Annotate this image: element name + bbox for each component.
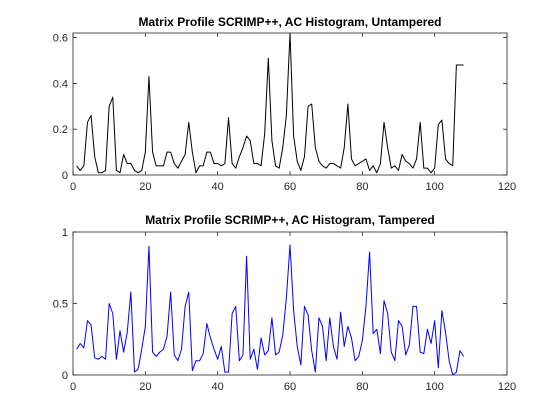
- y-tick-label: 0.6: [53, 33, 68, 45]
- tick-label-layer: 0 20 40 60 80 100 120 0 0.5 1: [53, 227, 516, 393]
- y-tick-label: 0.2: [53, 124, 68, 136]
- plot-area-frame: [72, 32, 508, 176]
- y-tick-label: 1: [62, 227, 68, 239]
- x-tick-label: 40: [212, 381, 224, 393]
- plot-area-frame: [72, 231, 508, 376]
- x-tick-label: 80: [356, 381, 368, 393]
- series-layer: [76, 32, 464, 174]
- x-tick-label: 40: [212, 181, 224, 193]
- y-tick-label: 0: [62, 370, 68, 382]
- y-tick-label: 0.5: [53, 299, 68, 311]
- x-tick-label: 60: [284, 181, 296, 193]
- x-tick-label: 20: [139, 381, 151, 393]
- x-tick-label: 0: [70, 181, 76, 193]
- x-tick-label: 100: [425, 381, 443, 393]
- chart-title: Matrix Profile SCRIMP++, AC Histogram, T…: [145, 213, 434, 227]
- y-tick-label: 0.4: [53, 78, 68, 90]
- chart-untampered: Matrix Profile SCRIMP++, AC Histogram, U…: [53, 15, 516, 193]
- x-tick-label: 120: [498, 381, 516, 393]
- series-line: [76, 32, 464, 174]
- x-tick-label: 80: [356, 181, 368, 193]
- series-line: [76, 244, 465, 376]
- series-layer: [76, 244, 465, 376]
- chart-tampered: Matrix Profile SCRIMP++, AC Histogram, T…: [53, 213, 516, 393]
- x-tick-label: 100: [425, 181, 443, 193]
- x-tick-label: 120: [498, 181, 516, 193]
- chart-title: Matrix Profile SCRIMP++, AC Histogram, U…: [139, 15, 442, 29]
- x-tick-label: 0: [70, 381, 76, 393]
- x-tick-label: 60: [284, 381, 296, 393]
- x-tick-label: 20: [139, 181, 151, 193]
- y-tick-label: 0: [62, 170, 68, 182]
- tick-label-layer: 0 20 40 60 80 100 120 0 0.2 0.4 0.6: [53, 33, 516, 193]
